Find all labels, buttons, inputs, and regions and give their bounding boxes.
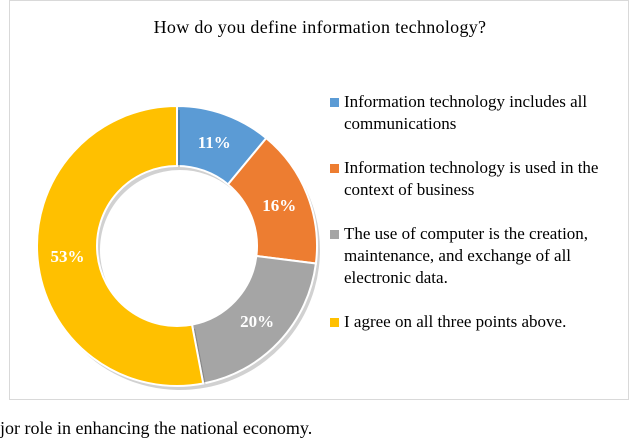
chart-title: How do you define information technology… [153,17,487,37]
caption-text: jor role in enhancing the national econo… [0,418,313,438]
legend-label-electronic-data: The use of computer is the creation, mai… [344,224,589,287]
legend-swatch-gray [330,230,339,239]
slice-electronic-data-label: 20% [240,312,274,331]
donut-chart: 11% 16% 20% 53% [36,104,320,390]
slice-all-three-label: 53% [50,247,84,266]
legend: Information technology includes all comm… [330,91,630,355]
legend-label-communications: Information technology includes all comm… [344,92,588,133]
slice-business-label: 16% [262,196,296,215]
chart-frame: How do you define information technology… [9,0,629,400]
slice-communications-label: 11% [198,133,231,152]
legend-swatch-orange [330,164,339,173]
legend-swatch-gold [330,318,339,327]
legend-item-business: Information technology is used in the co… [330,157,630,201]
legend-item-communications: Information technology includes all comm… [330,91,630,135]
slice-all-three [36,104,205,387]
legend-label-all-three: I agree on all three points above. [344,312,567,331]
legend-swatch-blue [330,98,339,107]
legend-item-electronic-data: The use of computer is the creation, mai… [330,223,630,289]
legend-label-business: Information technology is used in the co… [344,158,599,199]
legend-item-all-three: I agree on all three points above. [330,311,630,333]
